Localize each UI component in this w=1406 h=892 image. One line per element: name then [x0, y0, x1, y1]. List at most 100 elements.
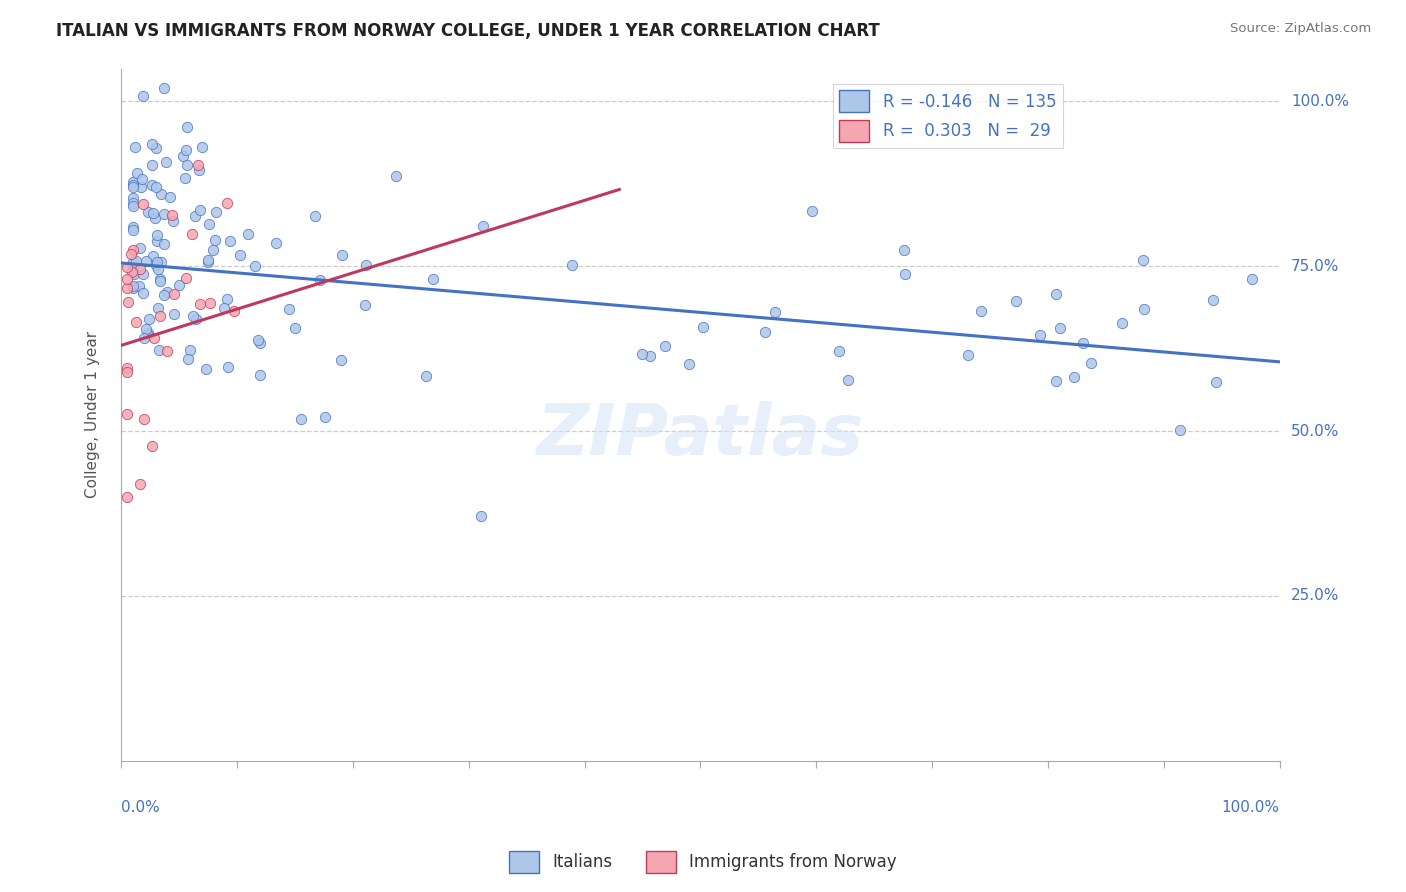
Point — [278, 301, 301, 316]
Point — [1045, 374, 1067, 388]
Point — [415, 369, 437, 384]
Point — [828, 343, 851, 358]
Point — [121, 265, 143, 279]
Point — [131, 89, 153, 103]
Point — [630, 346, 652, 360]
Point — [121, 198, 143, 212]
Point — [174, 271, 197, 285]
Point — [184, 311, 207, 326]
Point — [149, 272, 172, 286]
Point — [188, 162, 211, 177]
Point — [131, 172, 153, 186]
Point — [692, 320, 714, 334]
Text: ZIPatlas: ZIPatlas — [537, 401, 865, 470]
Point — [121, 254, 143, 268]
Point — [290, 412, 312, 426]
Point — [134, 254, 156, 268]
Point — [124, 140, 146, 154]
Point — [129, 180, 152, 194]
Point — [763, 305, 786, 319]
Point — [1063, 369, 1085, 384]
Point — [141, 439, 163, 453]
Point — [174, 171, 197, 186]
Text: 100.0%: 100.0% — [1222, 799, 1279, 814]
Point — [121, 191, 143, 205]
Point — [115, 365, 138, 379]
Point — [1241, 272, 1264, 286]
Point — [156, 343, 179, 358]
Text: 50.0%: 50.0% — [1291, 424, 1339, 439]
Point — [472, 219, 495, 233]
Point — [385, 169, 408, 184]
Point — [160, 208, 183, 222]
Point — [654, 338, 676, 352]
Point — [893, 267, 915, 281]
Point — [122, 244, 145, 258]
Point — [115, 408, 138, 422]
Point — [1045, 286, 1067, 301]
Point — [142, 331, 165, 345]
Text: 75.0%: 75.0% — [1291, 259, 1339, 274]
Legend: Italians, Immigrants from Norway: Italians, Immigrants from Norway — [502, 845, 904, 880]
Point — [128, 241, 150, 255]
Point — [146, 227, 169, 242]
Point — [1005, 294, 1028, 309]
Point — [893, 244, 915, 258]
Point — [236, 227, 259, 242]
Point — [800, 203, 823, 218]
Point — [176, 120, 198, 135]
Point — [117, 294, 139, 309]
Point — [153, 207, 176, 221]
Point — [150, 255, 173, 269]
Point — [131, 285, 153, 300]
Point — [176, 351, 198, 366]
Point — [115, 260, 138, 274]
Point — [121, 178, 143, 192]
Point — [121, 261, 143, 276]
Point — [159, 190, 181, 204]
Point — [194, 362, 217, 376]
Point — [1133, 302, 1156, 317]
Point — [142, 206, 165, 220]
Point — [264, 235, 287, 250]
Point — [187, 158, 209, 172]
Point — [141, 136, 163, 151]
Point — [115, 361, 138, 376]
Point — [138, 312, 160, 326]
Point — [249, 368, 271, 382]
Point — [163, 287, 186, 301]
Point — [309, 273, 332, 287]
Point — [678, 357, 700, 371]
Point — [245, 259, 267, 273]
Point — [136, 326, 159, 340]
Point — [217, 195, 239, 210]
Point — [120, 247, 142, 261]
Point — [422, 272, 444, 286]
Point — [1205, 375, 1227, 389]
Point — [212, 301, 235, 315]
Point — [202, 244, 225, 258]
Point — [121, 279, 143, 293]
Point — [142, 249, 165, 263]
Point — [1080, 356, 1102, 370]
Point — [184, 209, 207, 223]
Point — [169, 277, 191, 292]
Point — [121, 179, 143, 194]
Point — [145, 141, 167, 155]
Point — [754, 325, 776, 339]
Point — [141, 178, 163, 193]
Point — [179, 343, 201, 357]
Point — [247, 333, 270, 347]
Point — [304, 210, 326, 224]
Point — [198, 296, 221, 310]
Point — [136, 327, 159, 342]
Point — [1168, 423, 1191, 437]
Text: 100.0%: 100.0% — [1291, 94, 1348, 109]
Point — [125, 166, 148, 180]
Point — [1111, 317, 1133, 331]
Legend: R = -0.146   N = 135, R =  0.303   N =  29: R = -0.146 N = 135, R = 0.303 N = 29 — [832, 84, 1063, 148]
Point — [837, 373, 859, 387]
Point — [135, 322, 157, 336]
Point — [121, 175, 143, 189]
Point — [129, 476, 152, 491]
